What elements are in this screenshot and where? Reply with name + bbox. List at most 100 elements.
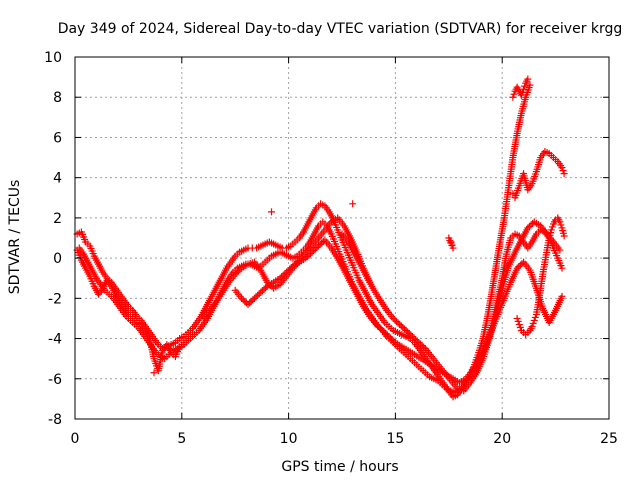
- data-point: [247, 297, 255, 305]
- data-point: [528, 322, 536, 330]
- data-point: [510, 90, 518, 98]
- data-point: [387, 334, 395, 342]
- data-point: [516, 261, 524, 269]
- data-point: [402, 327, 410, 335]
- data-point: [241, 297, 249, 305]
- data-point: [407, 331, 415, 339]
- series-trace-c: [199, 236, 566, 387]
- y-axis-label: SDTVAR / TECUs: [7, 180, 23, 295]
- data-point: [399, 323, 407, 331]
- data-point: [375, 323, 383, 331]
- data-point: [420, 343, 428, 351]
- data-point: [517, 91, 525, 99]
- x-tick-label: 0: [71, 431, 80, 447]
- data-point: [560, 232, 568, 240]
- x-tick-label: 15: [386, 431, 404, 447]
- y-tick-label: 10: [44, 50, 62, 66]
- data-point: [250, 294, 258, 302]
- data-point: [388, 336, 396, 344]
- data-point: [392, 317, 400, 325]
- data-point: [286, 265, 294, 273]
- series-trace-a: [73, 81, 534, 401]
- data-point: [408, 333, 416, 341]
- data-point: [513, 314, 521, 322]
- data-point: [525, 222, 533, 230]
- data-point: [416, 340, 424, 348]
- chart-title: Day 349 of 2024, Sidereal Day-to-day VTE…: [58, 21, 623, 37]
- data-point: [315, 242, 323, 250]
- data-point: [558, 292, 566, 300]
- data-point: [349, 200, 357, 208]
- x-axis-label: GPS time / hours: [281, 459, 398, 475]
- series-trace-i: [231, 214, 374, 308]
- data-point: [558, 264, 566, 272]
- data-point: [513, 264, 521, 272]
- data-point: [294, 258, 302, 266]
- data-point: [268, 208, 276, 216]
- data-point: [279, 271, 287, 279]
- data-point: [380, 328, 388, 336]
- data-point: [379, 327, 387, 335]
- data-point: [311, 245, 319, 253]
- data-point: [252, 293, 260, 301]
- data-point: [413, 337, 421, 345]
- data-point: [282, 268, 290, 276]
- data-point: [377, 325, 385, 333]
- y-tick-labels: -8 -6 -4 -2 0 2 4 6 8 10: [44, 50, 62, 428]
- y-tick-label: 0: [53, 251, 62, 267]
- data-point: [281, 270, 289, 278]
- data-point: [150, 369, 158, 377]
- data-point: [515, 263, 523, 271]
- data-point: [520, 85, 528, 93]
- data-point: [394, 319, 402, 327]
- data-point: [548, 223, 556, 231]
- data-point: [559, 167, 567, 175]
- data-point: [188, 331, 196, 339]
- x-tick-labels: 0 5 10 15 20 25: [71, 431, 618, 447]
- data-point: [531, 313, 539, 321]
- data-point: [404, 328, 412, 336]
- data-point: [372, 320, 380, 328]
- y-tick-label: 2: [53, 211, 62, 227]
- data-point: [521, 82, 529, 90]
- data-point: [389, 314, 397, 322]
- data-point: [313, 244, 321, 252]
- data-point: [255, 290, 263, 298]
- data-point: [287, 264, 295, 272]
- data-point: [276, 274, 284, 282]
- y-tick-label: -6: [48, 372, 62, 388]
- data-point: [547, 226, 555, 234]
- plot-frame: [74, 56, 610, 420]
- data-point: [405, 330, 413, 338]
- data-points: [73, 75, 568, 401]
- data-point: [318, 239, 326, 247]
- data-point: [524, 75, 532, 83]
- data-point: [415, 339, 423, 347]
- data-point: [390, 337, 398, 345]
- data-point: [558, 164, 566, 172]
- data-point: [302, 248, 310, 256]
- data-point: [246, 299, 254, 307]
- series-trace-h: [73, 246, 196, 375]
- data-point: [292, 259, 300, 267]
- data-point: [306, 250, 314, 258]
- series-trace-f: [511, 148, 568, 202]
- data-point: [556, 218, 564, 226]
- data-point: [385, 333, 393, 341]
- data-point: [303, 247, 311, 255]
- y-tick-label: 6: [53, 130, 62, 146]
- data-point: [231, 270, 239, 278]
- data-point: [391, 316, 399, 324]
- y-tick-label: -4: [48, 332, 62, 348]
- data-point: [305, 251, 313, 259]
- data-point: [284, 267, 292, 275]
- data-point: [310, 247, 318, 255]
- data-point: [374, 322, 382, 330]
- data-point: [308, 248, 316, 256]
- data-point: [418, 342, 426, 350]
- data-point: [306, 244, 314, 252]
- data-point: [509, 93, 517, 101]
- data-point: [244, 300, 252, 308]
- x-tick-label: 25: [600, 431, 618, 447]
